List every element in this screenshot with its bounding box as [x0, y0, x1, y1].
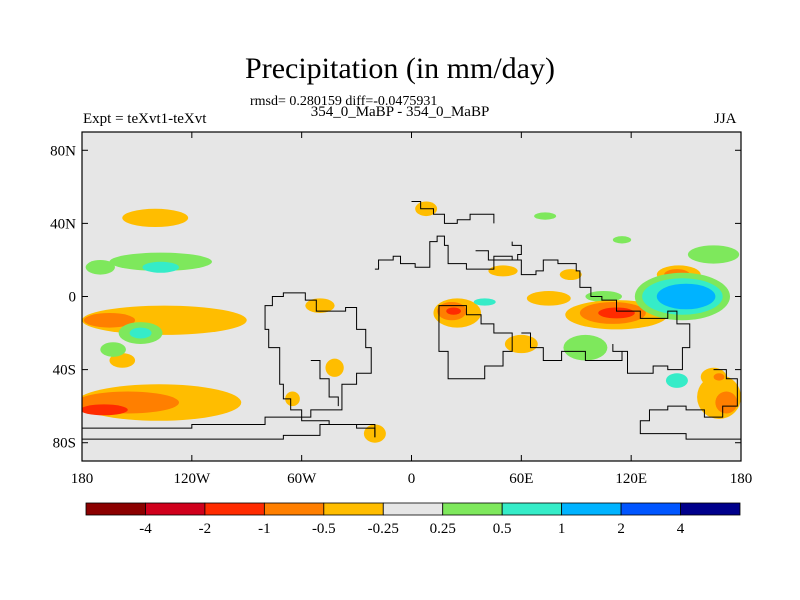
anomaly-region [109, 252, 212, 271]
anomaly-region [285, 391, 300, 407]
y-tick-label: 80S [53, 436, 76, 452]
colorbar-swatch [323, 502, 384, 516]
colorbar-label: 1 [558, 521, 566, 537]
x-tick-label: 180 [71, 471, 94, 487]
coastline-layer [82, 200, 741, 443]
anomaly-region [598, 307, 635, 319]
colorbar-swatch [501, 502, 563, 516]
anomaly-region [687, 245, 740, 264]
colorbar-swatch [145, 502, 206, 516]
colorbar-label: 2 [617, 521, 625, 537]
anomaly-region [85, 259, 115, 275]
anomaly-region [488, 265, 518, 277]
coastline [82, 423, 376, 440]
x-tick-label: 120W [173, 471, 211, 487]
anomaly-region [83, 312, 136, 328]
colorbar-swatch [263, 502, 325, 516]
colorbar-swatch [680, 502, 741, 516]
colorbar-label: 0.5 [493, 521, 512, 537]
colorbar-label: 4 [677, 521, 685, 537]
anomaly-region [325, 358, 344, 377]
anomaly-layer [82, 201, 741, 443]
chart-title: Precipitation (in mm/day) [245, 52, 555, 85]
colorbar-swatch [85, 502, 146, 516]
coastline [411, 200, 495, 224]
anomaly-region [559, 269, 582, 281]
rmsd-diff-label: rmsd= 0.280159 diff=-0.0475931 [250, 94, 438, 109]
anomaly-region [715, 391, 738, 414]
coastline [639, 369, 741, 443]
anomaly-region [563, 334, 608, 361]
x-tick-label: 0 [408, 471, 416, 487]
colorbar-swatch [561, 502, 622, 516]
anomaly-region [142, 261, 180, 273]
anomaly-region [305, 298, 335, 313]
y-tick-label: 40S [53, 363, 76, 379]
y-tick-label: 0 [69, 290, 77, 306]
colorbar-label: -2 [199, 521, 212, 537]
coastline [374, 235, 691, 374]
anomaly-region [526, 291, 571, 306]
coastline [475, 241, 522, 261]
y-tick-label: 40N [50, 216, 76, 232]
anomaly-region [100, 342, 126, 357]
x-tick-label: 60E [509, 471, 533, 487]
anomaly-region [504, 334, 538, 354]
experiment-label: Expt = teXvt1-teXvt [83, 111, 207, 127]
colorbar-label: -4 [139, 521, 152, 537]
anomaly-region [585, 291, 623, 302]
x-tick-label: 120E [615, 471, 647, 487]
y-tick-label: 80N [50, 143, 76, 159]
colorbar-label: -0.5 [312, 521, 336, 537]
anomaly-region [665, 373, 688, 388]
colorbar-label: 0.25 [430, 521, 456, 537]
period-label: 354_0_MaBP - 354_0_MaBP [310, 104, 490, 120]
anomaly-region [534, 212, 557, 220]
coastline [438, 305, 513, 380]
x-tick-label: 180 [730, 471, 753, 487]
coastline [82, 292, 376, 438]
anomaly-region [129, 327, 152, 339]
anomaly-region [473, 298, 496, 306]
colorbar-swatch [620, 502, 681, 516]
colorbar-label: -1 [258, 521, 271, 537]
season-label: JJA [714, 111, 737, 127]
coastline [521, 332, 623, 361]
colorbar-swatch [442, 502, 503, 516]
x-tick-label: 60W [287, 471, 317, 487]
anomaly-region [82, 404, 128, 416]
anomaly-region [656, 283, 716, 310]
coastline [310, 359, 339, 407]
anomaly-region [713, 373, 725, 381]
colorbar-swatch [204, 502, 265, 516]
anomaly-region [612, 236, 632, 244]
anomaly-region [122, 208, 189, 228]
colorbar-swatch [382, 502, 444, 516]
colorbar-label: -0.25 [368, 521, 399, 537]
anomaly-region [109, 353, 136, 368]
anomaly-region [446, 307, 461, 315]
